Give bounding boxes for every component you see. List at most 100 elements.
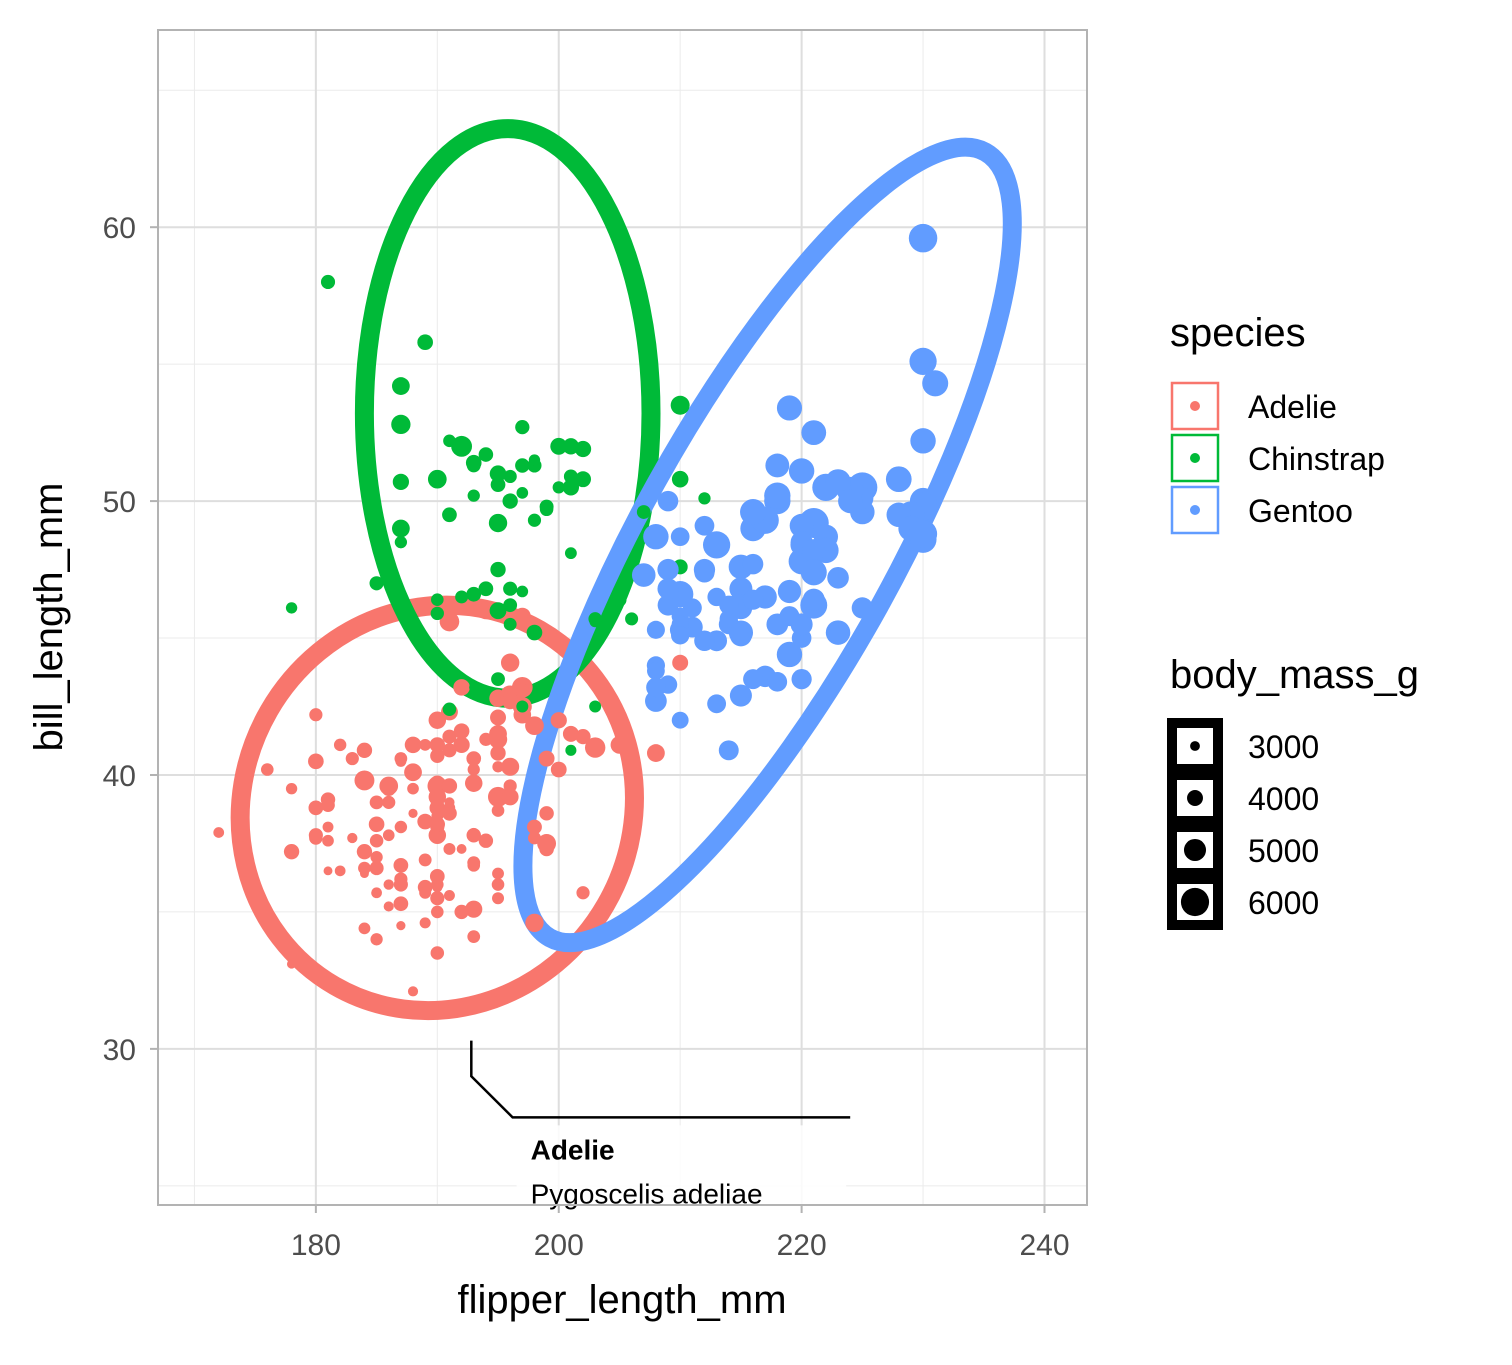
data-point-chinstrap — [391, 377, 410, 395]
data-point-adelie — [647, 744, 665, 762]
data-point-gentoo — [742, 589, 764, 610]
data-point-gentoo — [887, 467, 911, 491]
x-tick-label: 200 — [534, 1229, 584, 1262]
annotation-leader-line — [470, 1040, 851, 1119]
legend-species-items: Adelie Chinstrap Gentoo — [1170, 381, 1385, 535]
data-point-gentoo — [791, 669, 812, 690]
data-point-adelie — [369, 861, 384, 876]
data-point-chinstrap — [443, 434, 456, 448]
data-point-chinstrap — [625, 612, 639, 626]
data-point-adelie — [382, 795, 396, 809]
data-point-chinstrap — [589, 615, 601, 628]
data-point-gentoo — [647, 662, 665, 680]
data-point-gentoo — [742, 553, 764, 575]
data-point-gentoo — [908, 223, 938, 253]
data-point-adelie — [383, 901, 394, 912]
data-point-adelie — [358, 922, 371, 935]
data-point-chinstrap — [489, 465, 507, 482]
data-point-gentoo — [719, 595, 739, 615]
data-point-adelie — [430, 891, 445, 906]
data-point-chinstrap — [575, 471, 592, 488]
data-point-chinstrap — [562, 479, 580, 496]
data-point-gentoo — [802, 539, 826, 562]
data-point-chinstrap — [503, 598, 518, 613]
data-point-chinstrap — [442, 507, 457, 523]
data-point-adelie — [500, 653, 520, 672]
data-point-adelie — [537, 834, 557, 853]
data-point-chinstrap — [671, 470, 689, 488]
data-point-adelie — [309, 708, 323, 722]
data-point-chinstrap — [320, 274, 336, 290]
data-point-gentoo — [643, 523, 669, 550]
legend-size-key — [1167, 822, 1223, 878]
data-point-gentoo — [764, 482, 791, 509]
data-point-gentoo — [707, 694, 727, 714]
data-point-gentoo — [732, 577, 750, 595]
data-point-gentoo — [801, 420, 827, 446]
data-point-adelie — [430, 748, 445, 763]
data-point-chinstrap — [539, 499, 554, 514]
data-point-adelie — [490, 709, 506, 726]
data-point-chinstrap — [478, 447, 494, 462]
y-axis-title: bill_length_mm — [27, 482, 71, 751]
data-point-chinstrap — [502, 493, 518, 509]
data-point-gentoo — [657, 558, 679, 581]
legend-size-dot — [1180, 887, 1210, 917]
data-point-adelie — [503, 779, 517, 793]
data-point-adelie — [428, 711, 447, 729]
data-point-adelie — [404, 763, 422, 782]
data-point-adelie — [431, 810, 444, 822]
data-point-gentoo — [646, 620, 665, 639]
data-point-gentoo — [631, 563, 656, 587]
data-point-gentoo — [740, 499, 767, 526]
data-point-gentoo — [718, 740, 739, 761]
data-point-adelie — [584, 737, 606, 758]
x-tick-label: 220 — [777, 1229, 827, 1262]
data-point-gentoo — [909, 347, 937, 376]
data-point-chinstrap — [431, 593, 444, 606]
panel-border — [157, 29, 1088, 1206]
data-point-adelie — [610, 735, 629, 754]
data-point-chinstrap — [466, 586, 482, 602]
legend-size-dot — [1187, 790, 1203, 806]
data-point-chinstrap — [589, 700, 602, 713]
data-point-adelie — [428, 788, 447, 806]
data-point-adelie — [478, 833, 494, 848]
data-point-gentoo — [789, 513, 814, 538]
legend-dot-gentoo — [1190, 505, 1200, 515]
data-point-gentoo — [719, 609, 738, 629]
data-point-adelie — [396, 921, 406, 931]
data-point-adelie — [513, 607, 531, 625]
data-point-gentoo — [776, 641, 803, 668]
data-point-chinstrap — [698, 492, 711, 505]
data-point-chinstrap — [670, 395, 690, 415]
panel-background — [158, 30, 1087, 1205]
data-point-adelie — [383, 879, 394, 890]
data-point-adelie — [444, 890, 455, 901]
data-point-gentoo — [743, 669, 764, 690]
data-point-gentoo — [800, 559, 827, 586]
y-tick-label: 60 — [103, 212, 136, 245]
data-point-chinstrap — [391, 414, 411, 435]
data-point-adelie — [369, 833, 384, 848]
data-point-adelie — [419, 917, 431, 929]
data-point-adelie — [501, 692, 519, 710]
data-point-adelie — [407, 986, 419, 997]
data-point-gentoo — [766, 613, 789, 636]
data-point-chinstrap — [574, 440, 592, 458]
data-point-adelie — [429, 737, 445, 753]
data-point-chinstrap — [478, 581, 494, 597]
data-point-chinstrap — [526, 624, 543, 641]
data-point-adelie — [379, 776, 399, 796]
data-point-adelie — [539, 806, 554, 821]
data-point-adelie — [368, 816, 385, 833]
legend-species-title: species — [1170, 311, 1306, 355]
data-point-chinstrap — [392, 473, 410, 491]
data-point-adelie — [575, 729, 591, 745]
legend-size-label: 3000 — [1248, 729, 1319, 765]
data-point-adelie — [453, 679, 470, 696]
x-tick-label: 180 — [291, 1229, 341, 1262]
data-point-adelie — [417, 813, 433, 830]
data-point-adelie — [404, 736, 422, 754]
data-point-gentoo — [671, 711, 689, 729]
